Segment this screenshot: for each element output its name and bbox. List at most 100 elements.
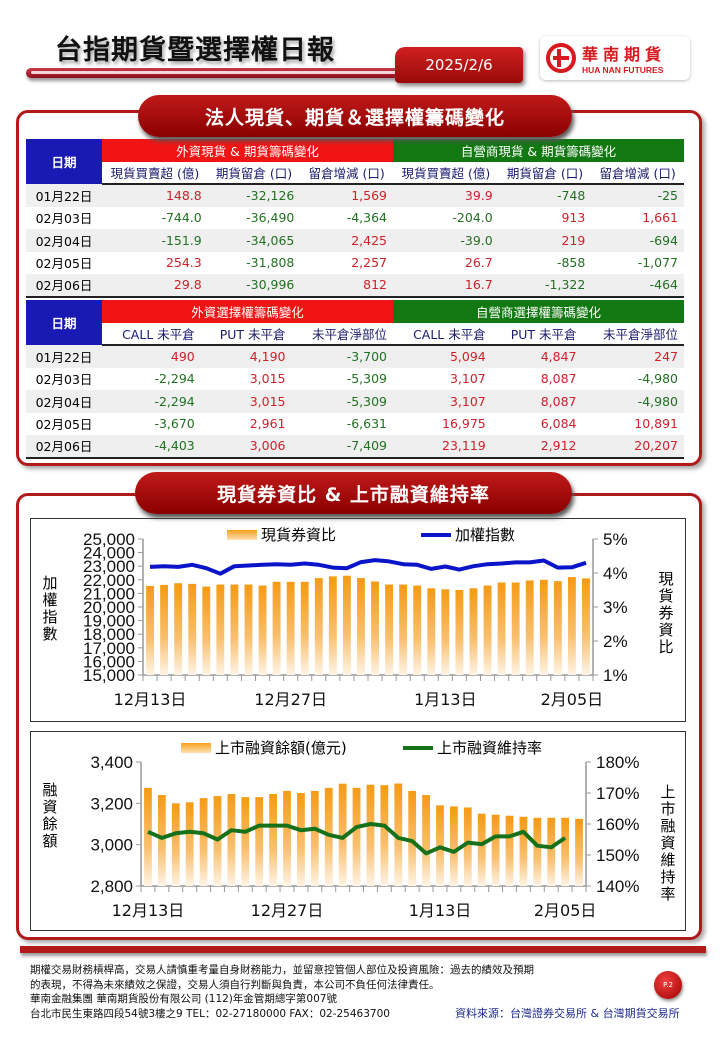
futures-chips-table: 日期 外資現貨 & 期貨籌碼變化 自營商現貨 & 期貨籌碼變化 現貨買賣超 (億…	[26, 139, 684, 298]
svg-text:1月13日: 1月13日	[409, 901, 472, 920]
table-cell: -744.0	[161, 210, 202, 226]
axis-title-char: 現	[658, 570, 674, 588]
axis-title-char: 維	[660, 851, 676, 869]
table-cell: 39.9	[464, 188, 493, 204]
table-row: 02月05日 254.3 -31,808 2,257 26.7 -858 -1,077	[26, 252, 684, 275]
column-header: CALL 未平倉	[102, 322, 201, 346]
table-cell: -858	[556, 255, 586, 271]
svg-text:140%: 140%	[596, 877, 639, 896]
table-cell: -25	[657, 188, 678, 204]
axis-title-char: 權	[42, 591, 58, 609]
legend-label: 現貨券資比	[261, 526, 337, 544]
title-underline	[26, 68, 406, 78]
svg-text:17,000: 17,000	[83, 639, 135, 658]
axis-title-char: 資	[42, 798, 58, 816]
table-cell: 23,119	[392, 435, 492, 459]
foreign-options-group-header: 外資選擇權籌碼變化	[102, 300, 393, 323]
svg-text:2,800: 2,800	[90, 877, 133, 896]
legend-bar-swatch	[181, 742, 211, 753]
table-cell: 1,569	[351, 188, 387, 204]
disclaimer-line: 的表現，不得為未來績效之保證，交易人須自行判斷與負責，本公司不負任何法律責任。	[30, 978, 440, 991]
svg-text:21,000: 21,000	[83, 584, 135, 603]
axis-title-char: 貨	[658, 587, 674, 605]
row-date: 01月22日	[35, 349, 93, 365]
svg-text:15,000: 15,000	[83, 666, 135, 685]
svg-text:3,400: 3,400	[90, 753, 133, 772]
table-row: 02月06日 -4,403 3,006 -7,409 23,119 2,912 20,207	[26, 435, 684, 459]
table-cell: -36,490	[246, 210, 295, 226]
table-cell: 2,257	[351, 255, 387, 271]
table-cell: 29.8	[102, 274, 208, 298]
section-title-chips: 法人現貨、期貨＆選擇權籌碼變化	[138, 95, 572, 137]
svg-text:18,000: 18,000	[83, 625, 135, 644]
legend-line-item: 上市融資維持率	[403, 737, 542, 758]
table-cell: -4,980	[637, 393, 678, 409]
column-header: CALL 未平倉	[392, 322, 492, 346]
table-cell: 16.7	[392, 274, 499, 298]
table-cell: 2,912	[491, 435, 583, 459]
data-source: 資料來源：台灣證券交易所 & 台灣期貨交易所	[455, 1007, 680, 1020]
table-cell: 6,084	[540, 416, 577, 432]
table-row: 02月04日 -2,294 3,015 -5,309 3,107 8,087 -4,980	[26, 390, 684, 413]
axis-title-char: 資	[658, 621, 674, 639]
table-cell: -7,409	[291, 435, 393, 459]
svg-text:3,000: 3,000	[90, 836, 133, 855]
short-long-ratio-chart: 25,000 24,000 23,000 22,000 21,000 20,000 19,0…	[30, 518, 686, 722]
legend-bar-item: 現貨券資比	[227, 524, 336, 545]
disclaimer-line: 期權交易財務槓桿高，交易人請慎重考量自身財務能力，並留意控管個人部位及投資風險：…	[30, 964, 534, 976]
foreign-group-header: 外資現貨 & 期貨籌碼變化	[102, 139, 393, 162]
table-cell: -6,631	[346, 416, 387, 432]
table-cell: -2,294	[154, 393, 195, 409]
table-cell: 913	[561, 210, 586, 226]
table-cell: -5,309	[346, 371, 387, 387]
column-header: 期貨留倉 (口)	[207, 161, 301, 185]
row-date: 02月04日	[35, 233, 93, 249]
logo-mark-icon	[546, 43, 576, 73]
table-cell: -39.0	[460, 232, 493, 248]
table-cell: -5,309	[346, 393, 387, 409]
column-header: 現貨買賣超 (億)	[392, 161, 499, 185]
logo-chinese: 華南期貨	[582, 45, 667, 64]
table-cell: -1,322	[498, 274, 592, 298]
axis-title-char: 融	[660, 817, 676, 835]
table-cell: -204.0	[452, 210, 493, 226]
left-axis-title: 加權指數	[41, 575, 59, 643]
legend-line-swatch	[403, 745, 433, 750]
axis-title-char: 額	[42, 832, 58, 850]
axis-title-char: 指	[42, 608, 58, 626]
svg-text:170%: 170%	[596, 784, 639, 803]
row-date: 02月03日	[35, 211, 93, 227]
svg-text:2月05日: 2月05日	[541, 690, 604, 709]
table-cell: -2,294	[154, 371, 195, 387]
table-cell: 2,961	[249, 416, 286, 432]
svg-text:16,000: 16,000	[83, 652, 135, 671]
report-title: 台指期貨暨選擇權日報	[55, 35, 335, 66]
axis-title-char: 市	[660, 800, 676, 818]
svg-text:5%: 5%	[603, 530, 628, 549]
svg-text:12月13日: 12月13日	[114, 690, 187, 709]
table-cell: 8,087	[540, 371, 577, 387]
column-header: 未平倉淨部位	[582, 322, 684, 346]
legend-label: 加權指數	[455, 526, 516, 544]
table-cell: 3,015	[249, 393, 286, 409]
table-cell: -3,700	[346, 349, 387, 365]
table-row: 02月05日 -3,670 2,961 -6,631 16,975 6,084 10,891	[26, 413, 684, 436]
column-header: PUT 未平倉	[491, 322, 583, 346]
table-cell: 4,847	[540, 349, 577, 365]
table-row: 01月22日 148.8 -32,126 1,569 39.9 -748 -25	[26, 184, 684, 207]
company-registration: 華南金融集團 華南期貨股份有限公司 (112)年金管期總字第007號	[30, 993, 337, 1005]
table-cell: 247	[654, 349, 678, 365]
table-cell: 5,094	[449, 349, 486, 365]
table-cell: 8,087	[540, 393, 577, 409]
legend-line-swatch	[421, 532, 451, 537]
table-row: 02月06日 29.8 -30,996 812 16.7 -1,322 -464	[26, 274, 684, 298]
legend-bar-swatch	[227, 529, 257, 540]
svg-text:25,000: 25,000	[83, 530, 135, 549]
row-date: 01月22日	[35, 188, 93, 204]
svg-text:19,000: 19,000	[83, 612, 135, 631]
svg-text:20,000: 20,000	[83, 598, 135, 617]
legend-bar-item: 上市融資餘額(億元)	[181, 737, 347, 758]
column-header: PUT 未平倉	[200, 322, 292, 346]
svg-text:160%: 160%	[596, 815, 639, 834]
axis-title-char: 上	[660, 783, 676, 801]
